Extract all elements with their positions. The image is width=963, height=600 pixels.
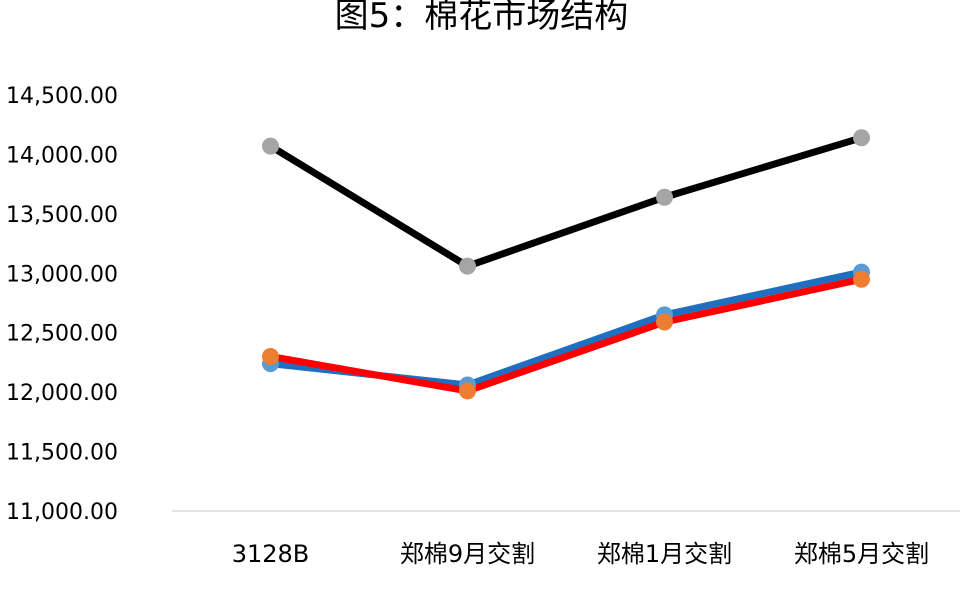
- series-3-point: [656, 188, 673, 206]
- series-2-point: [262, 347, 279, 365]
- x-tick-label: 郑棉9月交割: [400, 540, 535, 568]
- y-tick-label: 12,500.00: [6, 322, 118, 347]
- series-3-line: [267, 134, 865, 270]
- y-tick-label: 12,000.00: [6, 381, 118, 406]
- x-tick-label: 3128B: [232, 540, 310, 568]
- y-tick-label: 14,500.00: [6, 84, 118, 109]
- series-3-point: [853, 129, 870, 147]
- y-tick-label: 14,000.00: [6, 143, 118, 168]
- series-2-point: [656, 313, 673, 331]
- chart-title: 图5：棉花市场结构: [334, 0, 629, 36]
- y-tick-label: 13,000.00: [6, 262, 118, 287]
- series-3-point: [262, 137, 279, 155]
- y-tick-label: 13,500.00: [6, 203, 118, 228]
- x-tick-label: 郑棉1月交割: [597, 540, 732, 568]
- series-2-point: [853, 270, 870, 288]
- series-2-point: [459, 382, 476, 400]
- y-tick-label: 11,500.00: [6, 441, 118, 466]
- y-tick-label: 11,000.00: [6, 500, 118, 525]
- series-3-point: [459, 257, 476, 275]
- x-tick-label: 郑棉5月交割: [794, 540, 929, 568]
- series-1-line: [267, 268, 865, 389]
- series-2-line: [267, 275, 865, 395]
